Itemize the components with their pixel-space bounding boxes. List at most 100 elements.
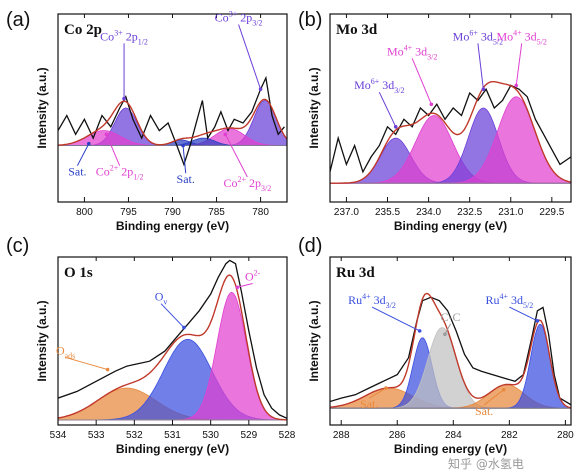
annotation-leader <box>237 283 253 288</box>
panel-letter: (a) <box>6 9 30 31</box>
plot-area <box>330 81 571 184</box>
x-tick-label: 532 <box>126 430 143 441</box>
x-tick-label: 533 <box>88 430 105 441</box>
annotation-arrowhead <box>182 325 186 330</box>
annotation-leader <box>65 356 108 371</box>
annotation-arrowhead <box>429 102 434 107</box>
annotation-label-5: Sat. <box>475 404 493 418</box>
x-tick-label: 531 <box>164 430 181 441</box>
x-tick-label: 530 <box>202 430 219 441</box>
x-tick-label: 237.0 <box>334 207 359 218</box>
panel-title: O 1s <box>64 265 93 281</box>
x-tick-label: 529 <box>240 430 257 441</box>
annotation-leader <box>477 43 484 90</box>
annotation-leader <box>371 306 420 332</box>
annotation-arrowhead <box>393 125 398 129</box>
experimental-spectrum-line <box>330 84 571 174</box>
annotation-arrowhead <box>481 87 486 91</box>
annotation-arrowhead <box>181 143 185 148</box>
x-tick-label: 795 <box>120 207 137 218</box>
annotation-leader <box>378 91 397 128</box>
annotation-arrowhead <box>384 386 388 390</box>
annotation-leader <box>411 58 432 105</box>
x-tick-label: 785 <box>208 207 225 218</box>
annotation-label-3: Mo6+ 3d5/2 <box>453 28 503 46</box>
x-tick-label: 235.5 <box>375 207 400 218</box>
annotation-arrowhead <box>501 387 506 392</box>
annotation-label-1: Mo6+ 3d3/2 <box>354 77 404 95</box>
annotation-leader <box>509 306 538 322</box>
y-axis-title: Intensity (a.u.) <box>35 300 49 381</box>
annotation-arrowhead <box>535 319 540 323</box>
y-axis-title: Intensity (a.u.) <box>307 67 321 148</box>
annotation-leader <box>238 24 262 90</box>
experimental-spectrum-line <box>58 75 285 167</box>
annotation-arrowhead <box>104 132 109 137</box>
annotation-arrowhead <box>417 329 422 333</box>
panel-title: Mo 3d <box>336 22 378 38</box>
annotation-leader <box>368 387 387 399</box>
annotation-label-3: O2- <box>245 269 261 284</box>
annotation-label-2: Co3+ 2p3/2 <box>215 10 263 28</box>
x-axis-title: Binding energy (eV) <box>116 219 229 233</box>
annotation-label-4: Co2+ 2p3/2 <box>223 175 271 193</box>
annotation-leader <box>105 134 121 166</box>
annotation-arrowhead <box>235 285 240 290</box>
x-axis-title: Binding energy (eV) <box>394 219 507 233</box>
annotation-leader <box>182 145 187 174</box>
x-tick-label: 284 <box>445 430 462 441</box>
plot-frame <box>329 13 572 203</box>
annotation-leader <box>483 389 505 406</box>
chart-panel-3: 534 533 532 531 530 529 528 Binding energy (eV)… <box>6 235 296 456</box>
panel-title: Ru 3d <box>336 265 375 281</box>
plot-area <box>58 259 287 421</box>
annotation-label-1: Co3+ 2p1/2 <box>100 28 148 46</box>
x-tick-label: 528 <box>279 430 296 441</box>
annotation-label-5: Sat. <box>68 165 86 179</box>
panel-letter: (b) <box>298 9 322 31</box>
x-tick-label: 229.5 <box>539 207 564 218</box>
panel-letter: (d) <box>298 235 322 257</box>
annotation-leader <box>224 134 248 178</box>
fit-envelope-line <box>330 81 571 184</box>
annotation-arrowhead <box>105 367 110 372</box>
annotation-leader <box>160 303 185 328</box>
plot-frame <box>329 256 572 426</box>
annotation-arrowhead <box>514 83 519 88</box>
annotation-label-6: Sat. <box>177 172 195 186</box>
x-tick-label: 234.0 <box>416 207 441 218</box>
annotation-arrowhead <box>122 96 126 101</box>
chart-panel-4: 288 286 284 282 280 Binding energy (eV) Intens… <box>298 235 574 456</box>
annotation-label-3: Co2+ 2p1/2 <box>96 164 144 182</box>
panel-title: Co 2p <box>64 22 102 38</box>
x-tick-label: 800 <box>76 207 93 218</box>
annotation-label-1: Oads <box>56 343 75 360</box>
fit-envelope-line <box>58 98 287 146</box>
chart-panel-2: 237.0 235.5 234.0 232.5 231.0 229.5 Binding en… <box>298 9 572 233</box>
annotation-label-4: Mo4+ 3d5/2 <box>496 28 546 46</box>
x-tick-label: 232.5 <box>457 207 482 218</box>
x-axis-title: Binding energy (eV) <box>394 442 507 456</box>
chart-panel-1: 800 795 790 785 780 Binding energy (eV) Intens… <box>6 9 288 233</box>
panel-letter: (c) <box>6 235 29 257</box>
x-tick-label: 286 <box>389 430 406 441</box>
y-axis-title: Intensity (a.u.) <box>307 300 321 381</box>
fit-envelope-line <box>58 274 287 421</box>
annotation-leader <box>444 323 451 335</box>
annotation-label-1: Ru4+ 3d3/2 <box>348 292 396 310</box>
experimental-spectrum-line <box>330 296 571 406</box>
annotation-leader <box>515 43 523 86</box>
annotation-arrowhead <box>223 132 228 137</box>
x-tick-label: 231.0 <box>498 207 523 218</box>
plot-area <box>330 292 571 409</box>
x-axis-title: Binding energy (eV) <box>116 442 229 456</box>
watermark: 知乎 @水氢电 <box>448 456 524 471</box>
x-tick-label: 534 <box>50 430 67 441</box>
experimental-spectrum-line <box>58 259 287 419</box>
annotation-arrowhead <box>87 141 91 146</box>
x-tick-label: 790 <box>164 207 181 218</box>
annotation-label-2: Ov <box>155 290 168 307</box>
x-tick-label: 282 <box>501 430 518 441</box>
annotation-label-2: C-C <box>440 310 460 324</box>
